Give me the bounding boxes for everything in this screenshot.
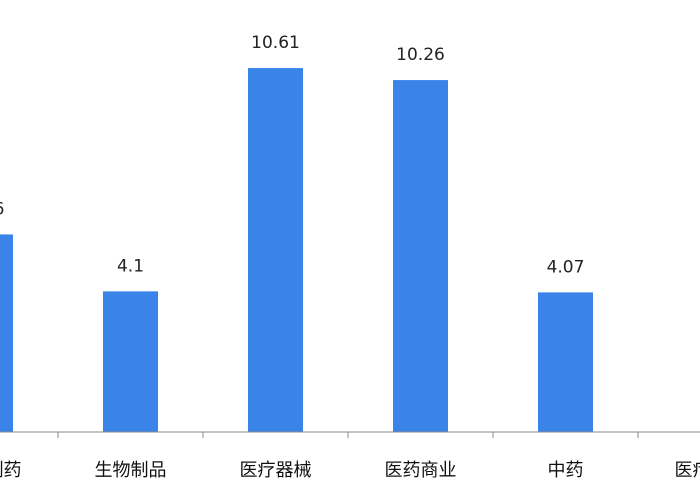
category-label: 医疗服务 — [675, 460, 700, 481]
bars-group — [0, 68, 593, 433]
bar — [248, 68, 303, 433]
bar — [538, 292, 593, 432]
bar-value-label: 10.26 — [396, 45, 445, 65]
bar-value-label: 4.1 — [117, 256, 144, 276]
category-label: 医药商业 — [385, 460, 457, 481]
bar-value-label: 10.61 — [251, 33, 300, 53]
category-label: 中药 — [548, 460, 584, 481]
category-label: 医疗器械 — [240, 460, 312, 481]
category-label: 生物制品 — [95, 460, 167, 481]
bar — [393, 80, 448, 432]
bar-value-label: 5.76 — [0, 199, 4, 219]
bar — [0, 234, 13, 432]
bar-value-label: 4.07 — [547, 257, 585, 277]
category-label: 化学制药 — [0, 460, 22, 481]
value-labels-group: 5.76 4.1 10.61 10.26 4.07 — [0, 33, 584, 277]
bar — [103, 291, 158, 432]
category-labels-group: 化学制药 生物制品 医疗器械 医药商业 中药 医疗服务 — [0, 460, 700, 481]
x-axis-ticks — [57, 432, 639, 438]
